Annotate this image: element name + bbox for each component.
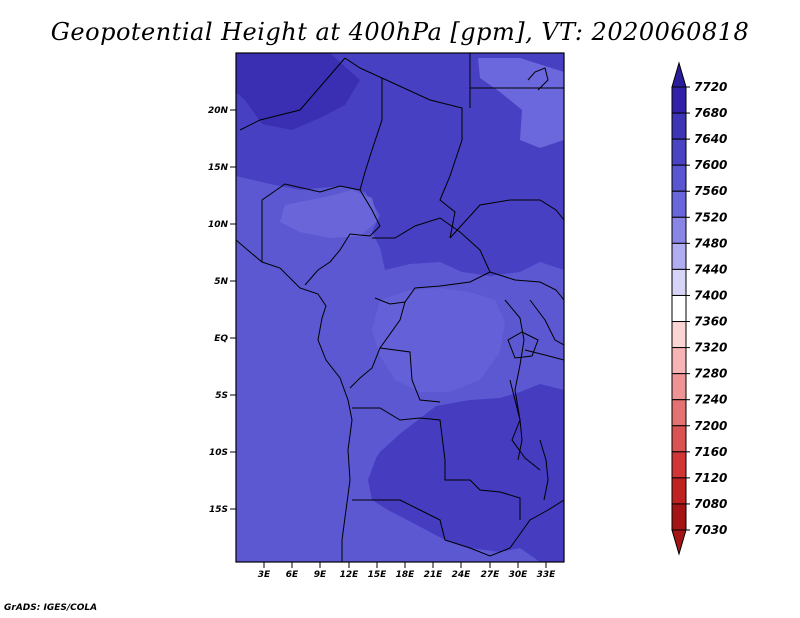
contour-7560-northeast — [478, 58, 564, 148]
lat-tick-label: 10N — [208, 220, 229, 230]
colorbar-label: 7120 — [694, 471, 727, 485]
lon-tick-label: 27E — [481, 570, 501, 580]
colorbar: 7720 7680 7640 7600 7560 7520 7480 7440 7400 7360… — [671, 61, 727, 556]
colorbar-top-arrow — [671, 61, 687, 88]
colorbar-segment — [671, 347, 687, 375]
colorbar-label: 7600 — [694, 158, 727, 172]
border-kenya — [524, 299, 564, 361]
colorbar-label: 7240 — [694, 393, 727, 407]
colorbar-segment — [671, 242, 687, 270]
colorbar-label: 7360 — [694, 315, 727, 329]
lat-tick-label: 20N — [208, 106, 229, 116]
colorbar-label: 7320 — [694, 341, 727, 355]
lake-victoria — [507, 331, 539, 359]
lat-tick-label: 5N — [214, 277, 228, 287]
colorbar-segment — [671, 503, 687, 531]
lon-tick-label: 9E — [314, 570, 327, 580]
border-libya-niger — [239, 57, 346, 131]
lon-tick-label: 33E — [537, 570, 557, 580]
border-congo-drc — [349, 301, 441, 403]
lon-tick-label: 21E — [424, 570, 444, 580]
colorbar-label: 7200 — [694, 419, 727, 433]
colorbar-segment — [671, 268, 687, 296]
lon-tick-label: 30E — [509, 570, 529, 580]
lon-tick-label: 24E — [452, 570, 472, 580]
colorbar-segment — [671, 112, 687, 140]
border-chad-sudan — [381, 77, 463, 239]
colorbar-segment — [671, 294, 687, 323]
lake-malawi — [539, 439, 549, 501]
longitude-axis: 3E 6E 9E 12E 15E 18E 21E 24E 27E 30E 33E — [258, 562, 556, 580]
contour-7600-south — [368, 384, 564, 562]
contour-7560-southwest — [355, 425, 402, 470]
colorbar-label: 7520 — [694, 210, 727, 224]
height-field — [236, 53, 564, 562]
lon-tick-label: 18E — [396, 570, 416, 580]
colorbar-segment — [671, 451, 687, 479]
border-south-sudan — [449, 199, 564, 301]
colorbar-label: 7560 — [694, 184, 727, 198]
lat-tick-label: 10S — [209, 448, 228, 458]
colorbar-segment — [671, 477, 687, 505]
colorbar-segment — [671, 164, 687, 192]
lat-tick-label: 5S — [215, 391, 228, 401]
colorbar-segment — [671, 425, 687, 453]
border-drc-east — [504, 299, 541, 471]
contour-7520-central — [372, 288, 505, 392]
colorbar-label: 7160 — [694, 445, 727, 459]
lon-tick-label: 15E — [368, 570, 388, 580]
colorbar-label: 7080 — [694, 497, 727, 511]
border-zambia-south — [444, 499, 564, 557]
contour-7560-west — [280, 190, 378, 238]
border-nigeria-cameroon — [261, 183, 381, 286]
colorbar-segment — [671, 321, 687, 349]
grads-credit: GrADS: IGES/COLA — [4, 603, 98, 613]
lat-tick-label: EQ — [214, 334, 228, 344]
lat-tick-label: 15S — [209, 505, 228, 515]
colorbar-label: 7400 — [694, 288, 727, 302]
colorbar-label: 7680 — [694, 106, 727, 120]
lake-tanganyika — [509, 379, 523, 461]
contour-7640-northwest — [236, 53, 360, 130]
colorbar-segment — [671, 190, 687, 218]
colorbar-label: 7480 — [694, 236, 727, 250]
coast-red-sea — [527, 67, 549, 91]
colorbar-label: 7720 — [694, 80, 727, 94]
map-title: Geopotential Height at 400hPa [gpm], VT:… — [50, 18, 750, 46]
lon-tick-label: 6E — [286, 570, 299, 580]
lat-tick-label: 15N — [208, 163, 229, 173]
coastline-west — [236, 239, 353, 562]
colorbar-segment — [671, 373, 687, 401]
map-frame — [235, 52, 565, 563]
colorbar-segment — [671, 86, 687, 114]
border-angola — [352, 407, 521, 541]
latitude-axis: 20N 15N 10N 5N EQ 5S 10S 15S — [208, 106, 236, 515]
lon-tick-label: 3E — [258, 570, 271, 580]
colorbar-label: 7440 — [694, 262, 727, 276]
colorbar-label: 7030 — [694, 523, 727, 537]
country-borders — [236, 53, 564, 562]
lon-tick-label: 12E — [340, 570, 360, 580]
border-chad — [344, 57, 383, 191]
colorbar-label: 7640 — [694, 132, 727, 146]
colorbar-segment — [671, 399, 687, 427]
colorbar-label: 7280 — [694, 367, 727, 381]
colorbar-segment — [671, 138, 687, 166]
colorbar-bottom-arrow — [671, 529, 687, 556]
colorbar-segment — [671, 216, 687, 244]
